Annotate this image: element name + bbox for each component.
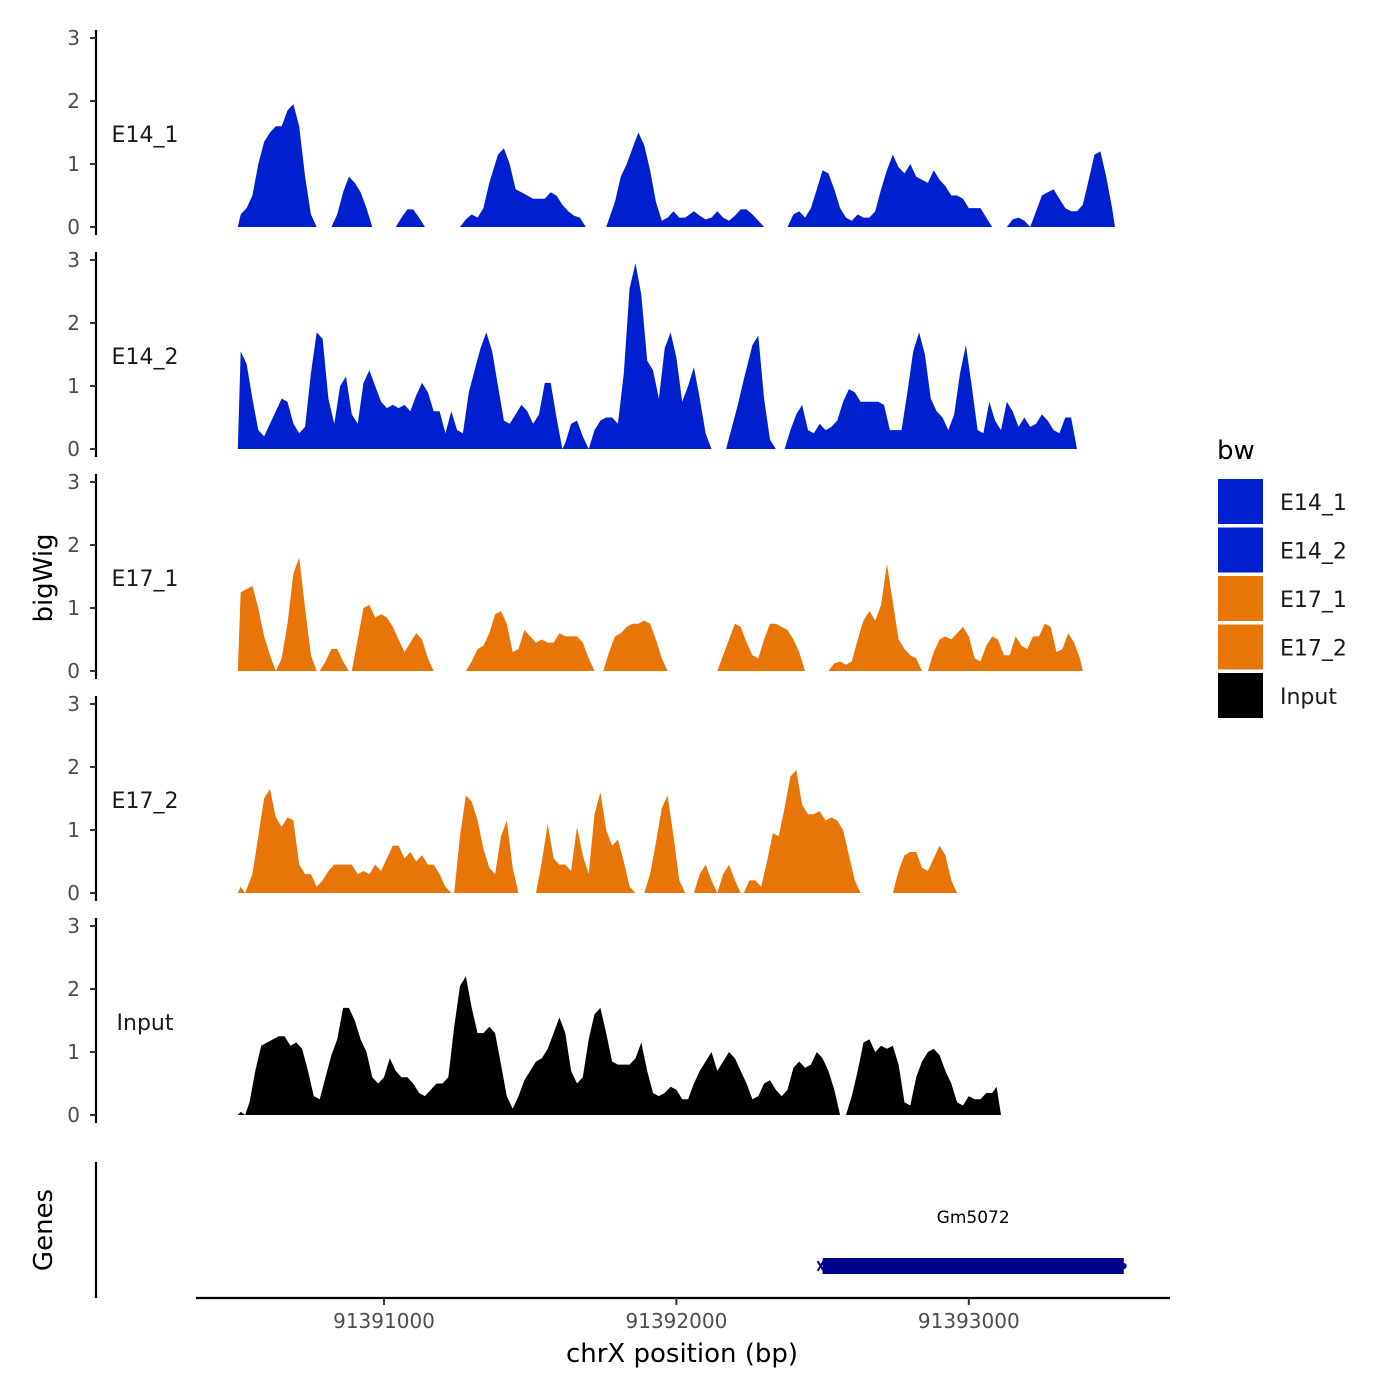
y-tick-label: 2 xyxy=(67,755,80,779)
y-tick-label: 0 xyxy=(67,1103,80,1127)
y-tick-label: 0 xyxy=(67,437,80,461)
legend-label: Input xyxy=(1280,685,1337,710)
x-axis: 91391000 91392000 91393000 chrX position (… xyxy=(196,1296,1170,1369)
legend-label: E14_1 xyxy=(1280,491,1347,516)
coverage-area-E14_2 xyxy=(237,263,1078,449)
track-label: E17_2 xyxy=(112,789,179,814)
legend-swatch-E14_1 xyxy=(1218,479,1263,524)
track-label: E17_1 xyxy=(112,567,179,592)
track-Input: 0 1 2 3 Input xyxy=(67,914,1002,1127)
y-tick-label: 3 xyxy=(67,692,80,716)
track-label: E14_1 xyxy=(112,123,179,148)
y-axis-title: bigWig xyxy=(29,533,59,622)
track-E17_2: 0 1 2 3 E17_2 xyxy=(67,692,958,905)
coverage-area-E17_2 xyxy=(237,770,958,893)
y-tick-label: 0 xyxy=(67,659,80,683)
legend-swatch-E17_2 xyxy=(1218,624,1263,670)
y-tick-label: 2 xyxy=(67,311,80,335)
track-E14_1: 0 1 2 3 E14_1 xyxy=(67,26,1116,239)
gene-end-marker xyxy=(1120,1263,1127,1269)
y-tick-label: 3 xyxy=(67,914,80,938)
y-tick-label: 0 xyxy=(67,881,80,905)
y-tick-label: 1 xyxy=(67,818,80,842)
legend-swatch-E17_1 xyxy=(1218,576,1263,621)
legend-swatch-Input xyxy=(1218,673,1263,718)
legend-title: bw xyxy=(1217,436,1255,466)
y-tick-label: 3 xyxy=(67,248,80,272)
legend-items: E14_1 E14_2 E17_1 E17_2 Input xyxy=(1218,479,1347,718)
legend-label: E17_2 xyxy=(1280,637,1347,662)
genes-panel: Genes Gm5072 xyxy=(29,1162,1127,1298)
coverage-area-E17_1 xyxy=(237,557,1083,671)
legend: bw E14_1 E14_2 E17_1 E17_2 Input xyxy=(1217,436,1347,718)
gene-body xyxy=(822,1258,1124,1274)
y-tick-label: 2 xyxy=(67,89,80,113)
x-ticks: 91391000 91392000 91393000 xyxy=(333,1298,1020,1333)
legend-label: E17_1 xyxy=(1280,588,1347,613)
y-tick-label: 1 xyxy=(67,1040,80,1064)
coverage-area-E14_1 xyxy=(237,104,1116,227)
track-E17_1: 0 1 2 3 E17_1 xyxy=(67,470,1083,683)
x-tick-label: 91393000 xyxy=(918,1309,1020,1333)
x-axis-title: chrX position (bp) xyxy=(566,1339,798,1369)
y-tick-label: 3 xyxy=(67,26,80,50)
track-label: Input xyxy=(117,1011,174,1036)
y-tick-label: 1 xyxy=(67,152,80,176)
gene-start-marker xyxy=(816,1260,825,1272)
x-tick-label: 91391000 xyxy=(333,1309,435,1333)
track-label: E14_2 xyxy=(112,345,179,370)
y-tick-label: 2 xyxy=(67,977,80,1001)
gene-name-label: Gm5072 xyxy=(937,1208,1010,1228)
gene-marks: Gm5072 xyxy=(816,1208,1127,1274)
legend-swatch-E14_2 xyxy=(1218,527,1263,573)
y-tick-label: 2 xyxy=(67,533,80,557)
genes-axis-title: Genes xyxy=(29,1189,59,1271)
y-tick-label: 0 xyxy=(67,215,80,239)
coverage-area-Input xyxy=(237,976,1002,1115)
y-tick-label: 1 xyxy=(67,374,80,398)
x-tick-label: 91392000 xyxy=(626,1309,728,1333)
y-tick-label: 3 xyxy=(67,470,80,494)
bigwig-tracks: 0 1 2 3 E14_1 0 1 2 3 E14_2 0 1 2 3 E17_1 0 1 2 3 E17_2 0 1 2 3… xyxy=(67,26,1116,1127)
legend-label: E14_2 xyxy=(1280,540,1347,565)
y-tick-label: 1 xyxy=(67,596,80,620)
track-E14_2: 0 1 2 3 E14_2 xyxy=(67,248,1078,461)
